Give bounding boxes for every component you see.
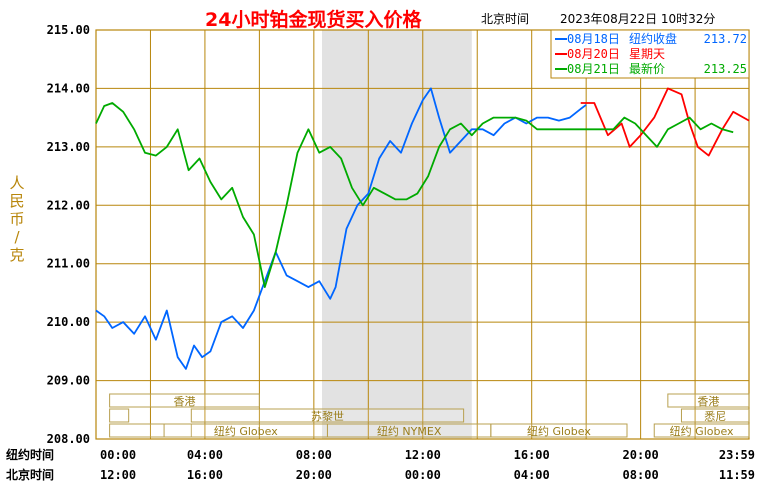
session-box <box>653 423 750 438</box>
session-box <box>490 423 628 438</box>
session-box <box>680 408 750 423</box>
y-axis-ticks: 208.00 209.00 210.00 211.00 212.00 213.00 214.… <box>47 23 90 446</box>
nymex-shade-rect <box>322 30 472 439</box>
y-tick-label: 208.00 <box>47 432 90 446</box>
session-label: 纽约 NYMEX <box>377 424 442 438</box>
session-label: 香港 <box>697 395 719 408</box>
newyork-tick-label: 04:00 <box>187 448 223 462</box>
legend-desc: 星期天 <box>629 47 665 61</box>
legend-value: 213.25 <box>704 62 747 76</box>
chart-title: 24小时铂金现货买入价格 <box>205 8 422 31</box>
legend: 08月18日 纽约收盘 213.72 08月20日 星期天 08月21日 最新价 213.25 <box>550 29 750 79</box>
beijing-tick-label: 04:00 <box>514 468 550 482</box>
session-label: 香港 <box>174 395 196 408</box>
session-box <box>109 393 260 408</box>
y-tick-label: 214.00 <box>47 81 90 95</box>
y-tick-label: 210.00 <box>47 315 90 329</box>
y-tick-label: 212.00 <box>47 198 90 212</box>
current-datetime: 2023年08月22日 10时32分 <box>560 12 715 26</box>
newyork-tick-label: 12:00 <box>405 448 441 462</box>
legend-value: 213.72 <box>704 32 747 46</box>
session-label: 纽约 Globex <box>527 424 591 438</box>
series-line-blue <box>95 87 587 370</box>
legend-desc: 纽约收盘 <box>629 31 677 46</box>
session-label: 纽约 Globex <box>214 424 278 438</box>
session-box <box>667 393 750 408</box>
newyork-tick-label: 08:00 <box>296 448 332 462</box>
grid-lines <box>95 29 750 440</box>
legend-box <box>550 29 750 79</box>
legend-date: 08月21日 <box>567 62 620 76</box>
y-tick-label: 209.00 <box>47 374 90 388</box>
session-label: 悉尼 <box>704 410 726 423</box>
beijing-time-row-label: 北京时间 <box>6 467 54 482</box>
beijing-tick-label: 16:00 <box>187 468 223 482</box>
beijing-tick-label: 00:00 <box>405 468 441 482</box>
y-axis-label-char: 民 <box>9 192 24 210</box>
nymex-shaded-region <box>322 30 472 439</box>
beijing-tick-label: 11:59 <box>719 468 755 482</box>
y-axis-label-char: 币 <box>9 210 24 228</box>
newyork-tick-label: 16:00 <box>514 448 550 462</box>
legend-date: 08月20日 <box>567 47 620 61</box>
y-tick-label: 211.00 <box>47 257 90 271</box>
beijing-tick-label: 08:00 <box>623 468 659 482</box>
y-tick-label: 213.00 <box>47 140 90 154</box>
price-series <box>95 87 750 370</box>
beijing-time-label: 北京时间 <box>481 12 529 26</box>
beijing-tick-label: 12:00 <box>100 468 136 482</box>
session-box <box>190 408 465 423</box>
newyork-tick-label: 00:00 <box>100 448 136 462</box>
y-tick-label: 215.00 <box>47 23 90 37</box>
legend-desc: 最新价 <box>629 61 665 76</box>
legend-date: 08月18日 <box>567 32 620 46</box>
newyork-tick-label: 20:00 <box>623 448 659 462</box>
series-line-red <box>580 87 750 157</box>
newyork-tick-label: 23:59 <box>719 448 755 462</box>
session-box <box>109 408 130 423</box>
x-axis-ticks: 00:00 04:00 08:00 12:00 16:00 20:00 23:59 12:00… <box>100 448 755 482</box>
series-line-green <box>95 102 734 289</box>
y-axis-label-char: / <box>14 228 20 246</box>
beijing-tick-label: 20:00 <box>296 468 332 482</box>
session-box <box>109 423 192 438</box>
newyork-time-row-label: 纽约时间 <box>6 447 54 462</box>
session-label: 苏黎世 <box>311 409 344 423</box>
y-axis-label-char: 克 <box>9 246 24 264</box>
y-axis-label: 人民币/克 <box>9 174 24 264</box>
session-label: 纽约 Globex <box>670 424 734 438</box>
y-axis-label-char: 人 <box>9 174 24 192</box>
